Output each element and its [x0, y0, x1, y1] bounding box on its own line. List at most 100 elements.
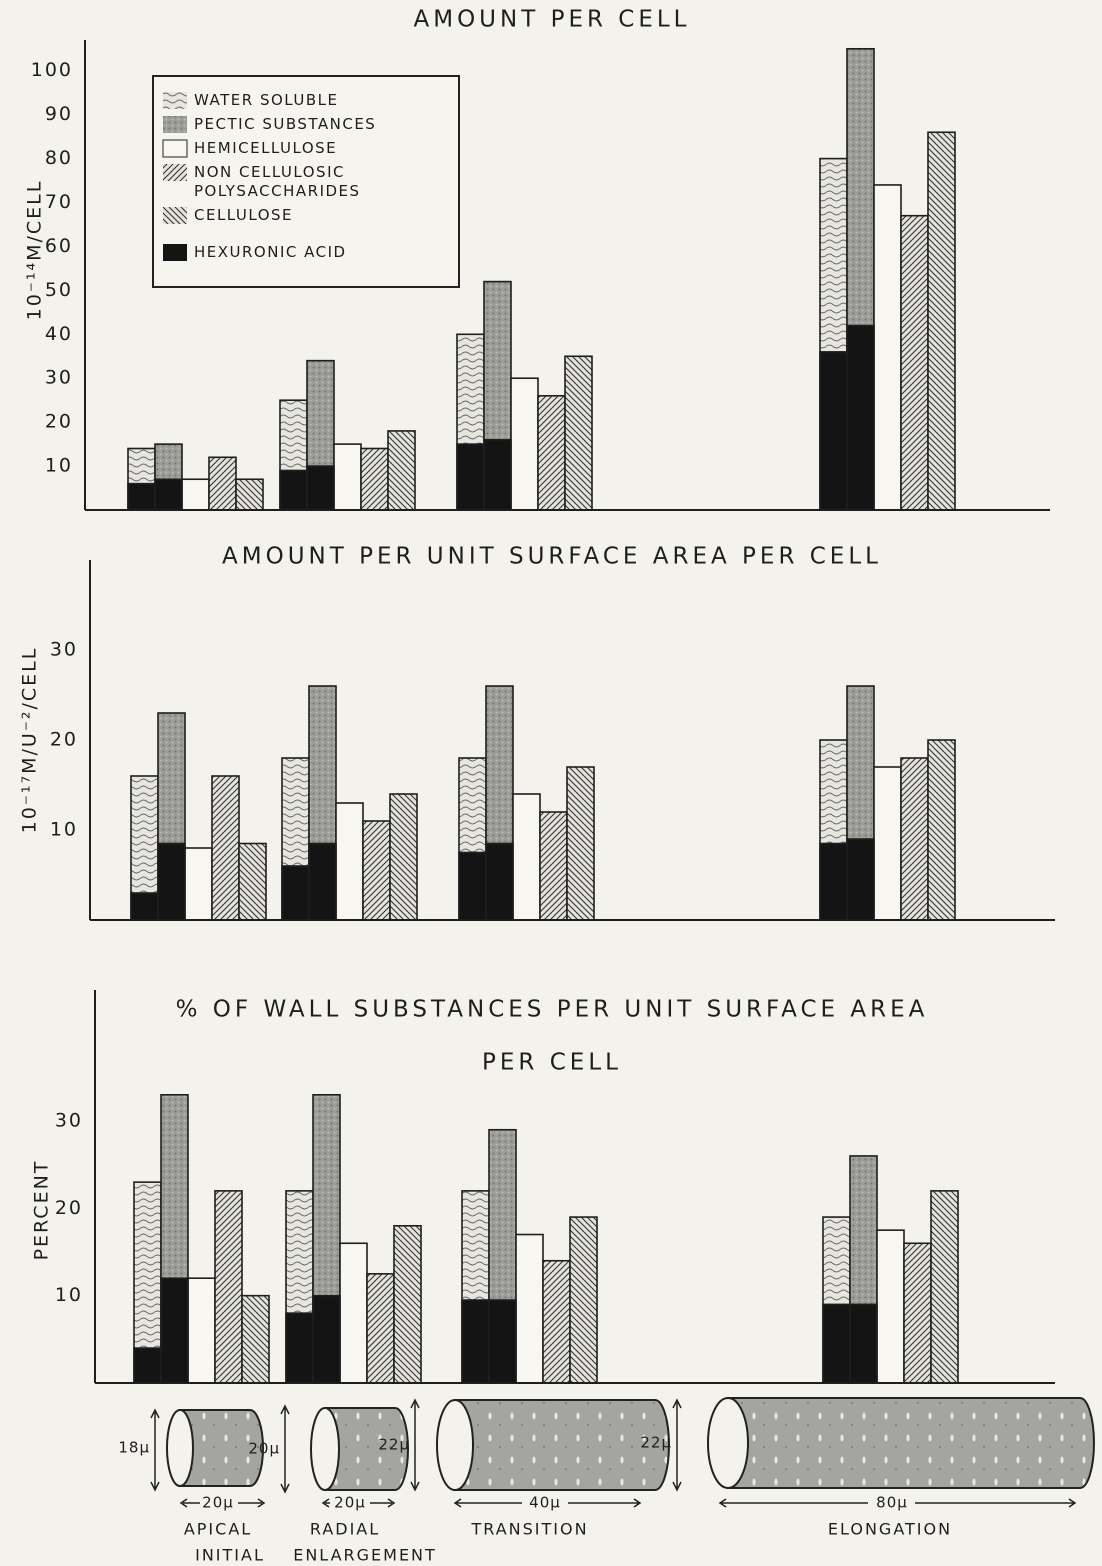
y-axis-label: 10⁻¹⁴M/CELL [24, 180, 46, 321]
bar [513, 794, 540, 920]
legend-label: NON CELLULOSIC POLYSACCHARIDES [194, 163, 448, 201]
legend-entry: CELLULOSE [162, 206, 448, 225]
bar [280, 470, 307, 510]
legend-swatch [162, 139, 188, 158]
bar [131, 893, 158, 920]
bar [242, 1296, 269, 1383]
swatch [163, 140, 187, 157]
bar [236, 479, 263, 510]
bar [161, 1278, 188, 1383]
cell-stage-label: ENLARGEMENT [293, 1546, 437, 1565]
bar [540, 812, 567, 920]
legend: WATER SOLUBLE PECTIC SUBSTANCES HEMICELLUL… [152, 75, 460, 288]
legend-label: WATER SOLUBLE [194, 91, 338, 110]
bar [928, 740, 955, 920]
chart-title: % OF WALL SUBSTANCES PER UNIT SURFACE AR… [176, 997, 929, 1023]
y-axis-label: PERCENT [31, 1160, 53, 1261]
legend-swatch [162, 91, 188, 110]
bar [565, 356, 592, 510]
bar [134, 1348, 161, 1383]
bar [486, 844, 513, 921]
y-tick-label: 70 [45, 191, 73, 213]
bar [847, 839, 874, 920]
y-tick-label: 90 [45, 103, 73, 125]
bar [823, 1304, 850, 1383]
swatch [163, 244, 187, 261]
bar [874, 767, 901, 920]
bar [212, 776, 239, 920]
bar [367, 1274, 394, 1383]
bar [877, 1230, 904, 1383]
bar [128, 484, 155, 510]
y-tick-label: 30 [55, 1110, 83, 1132]
chart-title: AMOUNT PER UNIT SURFACE AREA PER CELL [222, 544, 882, 570]
cell-diameter: 22μ [640, 1434, 672, 1452]
legend-entry: WATER SOLUBLE [162, 91, 448, 110]
bar [388, 431, 415, 510]
cell-stage-label: RADIAL [310, 1520, 380, 1539]
bar [567, 767, 594, 920]
cell-length: 20μ [202, 1494, 234, 1512]
bar [363, 821, 390, 920]
chart-title: AMOUNT PER CELL [414, 7, 691, 33]
bar [901, 758, 928, 920]
legend-entry: NON CELLULOSIC POLYSACCHARIDES [162, 163, 448, 201]
bar [340, 1243, 367, 1383]
legend-label: CELLULOSE [194, 206, 293, 225]
legend-entry: PECTIC SUBSTANCES [162, 115, 448, 134]
legend-label: HEMICELLULOSE [194, 139, 337, 158]
chart-title: PER CELL [482, 1050, 622, 1076]
y-tick-label: 60 [45, 235, 73, 257]
page: {"chart_data": [ {"type": "bar", "title"… [0, 0, 1102, 1566]
bar [394, 1226, 421, 1383]
bar [309, 844, 336, 921]
y-axis-label: 10⁻¹⁷M/U⁻²/CELL [19, 647, 41, 834]
cell-length: 40μ [529, 1494, 561, 1512]
y-tick-label: 20 [45, 411, 73, 433]
y-tick-label: 20 [55, 1197, 83, 1219]
bar [570, 1217, 597, 1383]
bar [361, 449, 388, 510]
bar [182, 479, 209, 510]
cell-length: 20μ [334, 1494, 366, 1512]
bar [484, 440, 511, 510]
bar [847, 326, 874, 510]
y-tick-label: 50 [45, 279, 73, 301]
cell-stage-label: INITIAL [195, 1546, 265, 1565]
bar [239, 844, 266, 921]
y-tick-label: 20 [50, 729, 78, 751]
bar [215, 1191, 242, 1383]
y-tick-label: 100 [31, 59, 73, 81]
legend-swatch [162, 206, 188, 225]
cell-stage-label: ELONGATION [828, 1520, 952, 1539]
bar [307, 466, 334, 510]
legend-swatch [162, 163, 188, 182]
bar [282, 866, 309, 920]
bar [462, 1300, 489, 1383]
bar [336, 803, 363, 920]
legend-swatch [162, 115, 188, 134]
bar [457, 444, 484, 510]
swatch [163, 207, 187, 224]
bar [188, 1278, 215, 1383]
swatch [163, 116, 187, 133]
swatch [163, 164, 187, 181]
cell-length: 80μ [876, 1494, 908, 1512]
legend-entry: HEMICELLULOSE [162, 139, 448, 158]
bar [459, 853, 486, 921]
bar [155, 479, 182, 510]
bar [543, 1261, 570, 1383]
bar [185, 848, 212, 920]
cell-stage-label: APICAL [184, 1520, 252, 1539]
y-tick-label: 80 [45, 147, 73, 169]
cell-diameter: 18μ [118, 1439, 150, 1457]
cell-stage-label: TRANSITION [470, 1520, 588, 1539]
bar [158, 844, 185, 921]
bar [511, 378, 538, 510]
bar [209, 457, 236, 510]
bar [874, 185, 901, 510]
y-tick-label: 10 [45, 455, 73, 477]
cell-diagram [167, 1398, 1094, 1490]
bar [820, 844, 847, 921]
y-tick-label: 10 [50, 819, 78, 841]
